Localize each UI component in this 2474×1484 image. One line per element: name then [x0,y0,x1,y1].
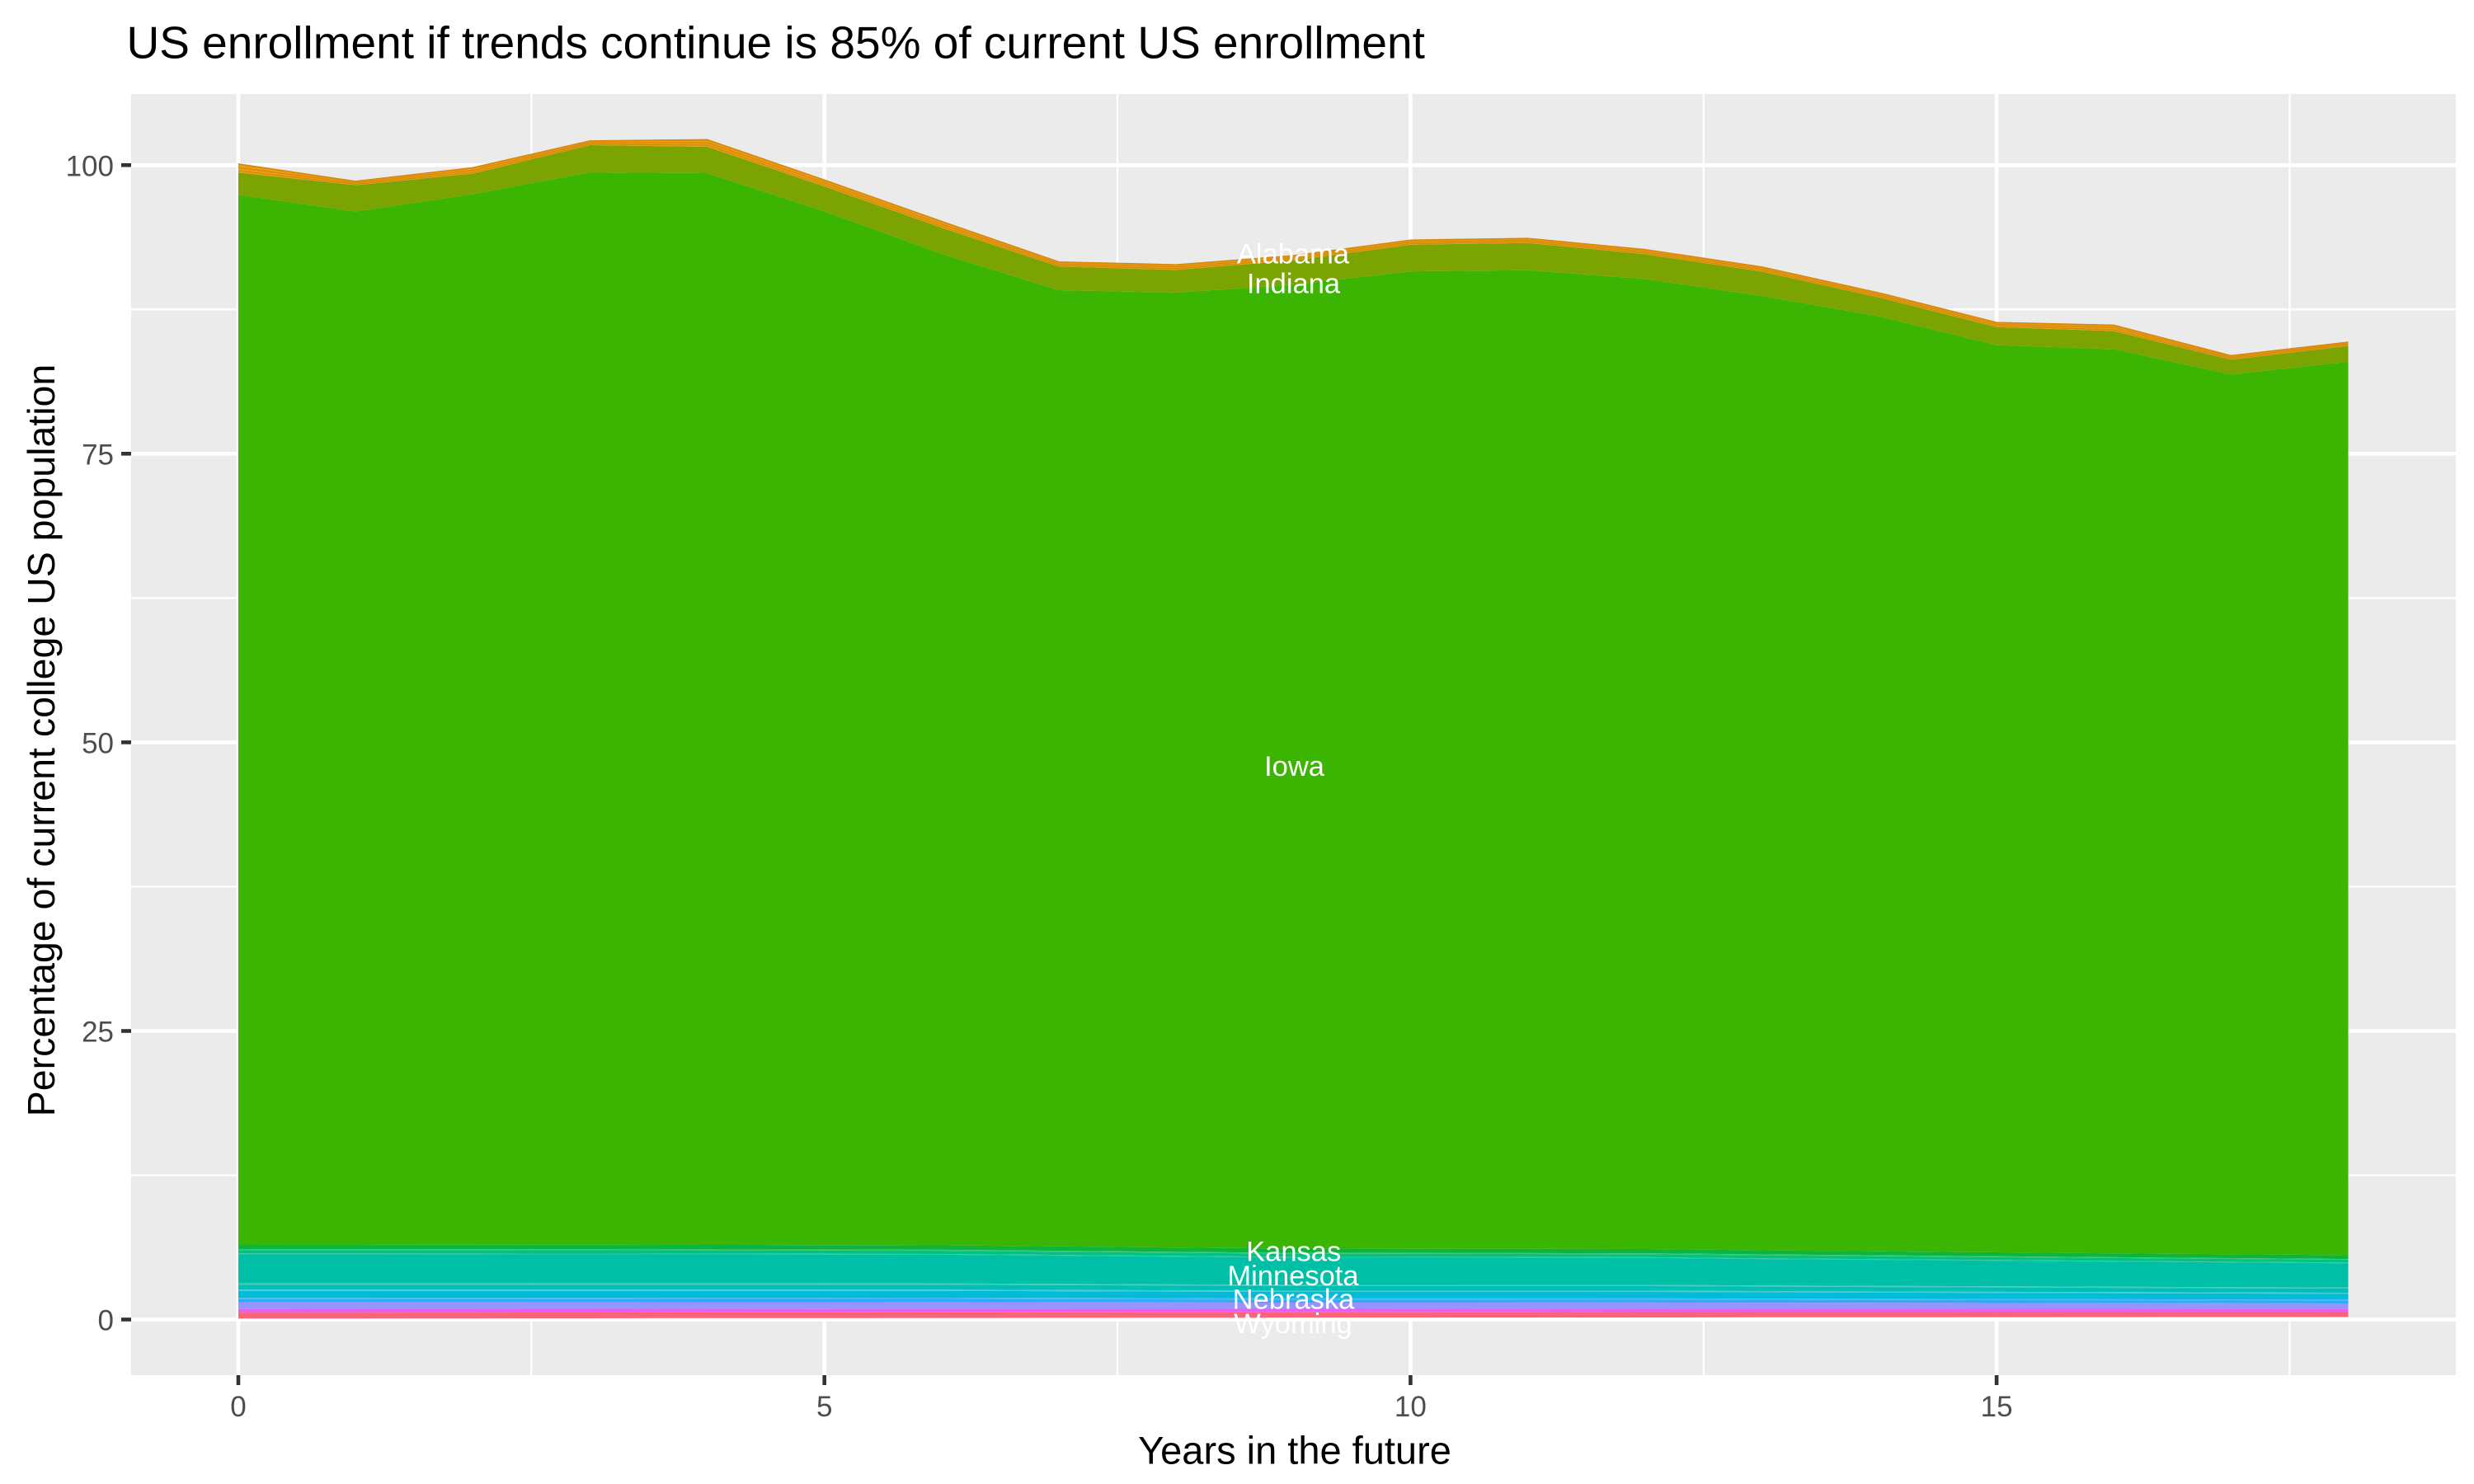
svg-text:10: 10 [1395,1391,1427,1423]
svg-text:0: 0 [98,1305,114,1337]
svg-text:25: 25 [82,1017,114,1049]
svg-text:Iowa: Iowa [1264,751,1325,782]
svg-text:5: 5 [816,1391,832,1423]
svg-text:Percentage of current college: Percentage of current college US populat… [20,364,63,1117]
svg-text:15: 15 [1981,1391,2013,1423]
svg-text:Minnesota: Minnesota [1227,1261,1359,1292]
svg-text:75: 75 [82,439,114,471]
svg-text:Wyoming: Wyoming [1234,1308,1352,1340]
svg-text:Indiana: Indiana [1247,268,1341,299]
svg-text:0: 0 [230,1391,246,1423]
svg-text:Alabama: Alabama [1237,238,1350,270]
svg-text:Kansas: Kansas [1246,1236,1341,1267]
svg-text:Years in the future: Years in the future [1138,1429,1451,1472]
svg-text:Nebraska: Nebraska [1233,1284,1355,1316]
svg-text:100: 100 [66,150,114,182]
svg-text:50: 50 [82,727,114,759]
svg-text:US enrollment if trends contin: US enrollment if trends continue is 85% … [127,17,1425,68]
